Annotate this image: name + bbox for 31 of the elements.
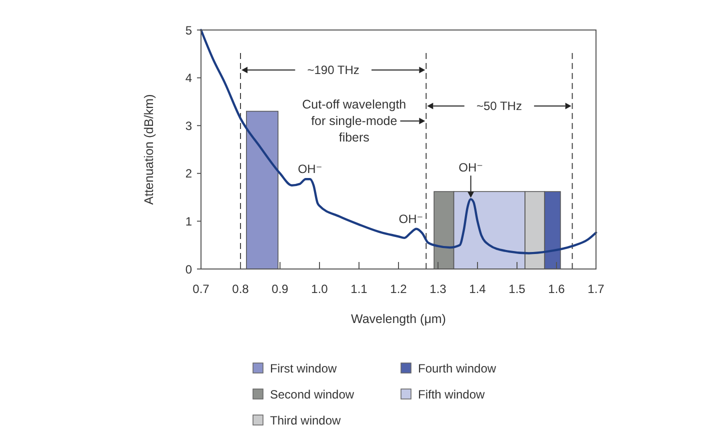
- x-tick-label: 1.1: [350, 282, 368, 296]
- legend-label: First window: [270, 361, 338, 376]
- y-tick-label: 1: [185, 214, 192, 228]
- ref-line-label: Cut-off wavelength for single-mode fibers: [302, 98, 406, 144]
- y-axis-title: Attenuation (dB/km): [142, 94, 156, 205]
- x-tick-label: 1.4: [469, 282, 486, 296]
- annotation: ~190 THz: [307, 63, 360, 77]
- annotation: ~50 THz: [476, 99, 522, 113]
- y-tick-label: 2: [185, 166, 192, 181]
- x-tick-label: 0.7: [192, 282, 210, 296]
- x-tick-label: 0.9: [272, 282, 289, 296]
- annotation: OH⁻: [398, 212, 424, 226]
- x-tick-label: 1.3: [430, 282, 447, 296]
- legend-label: Fourth window: [418, 361, 496, 376]
- legend-label: Second window: [270, 387, 354, 402]
- y-tick-label: 0: [185, 262, 192, 276]
- legend-label: Fifth window: [418, 387, 486, 402]
- y-tick-label: 4: [185, 71, 192, 86]
- x-tick-label: 1.5: [508, 282, 526, 296]
- x-tick-label: 1.6: [548, 282, 566, 296]
- x-tick-label: 0.8: [232, 282, 250, 296]
- y-tick-label: 3: [185, 118, 192, 133]
- x-tick-label: 1.0: [311, 282, 328, 296]
- x-tick-label: 1.2: [390, 282, 408, 296]
- annotation: OH⁻: [298, 162, 322, 176]
- x-tick-label: 1.7: [588, 282, 605, 296]
- annotation: OH⁻: [458, 160, 483, 175]
- y-tick-label: 5: [185, 23, 192, 38]
- x-axis-title: Wavelength (μm): [351, 312, 446, 326]
- legend-label: Third window: [270, 413, 342, 428]
- line-series: [200, 28, 598, 254]
